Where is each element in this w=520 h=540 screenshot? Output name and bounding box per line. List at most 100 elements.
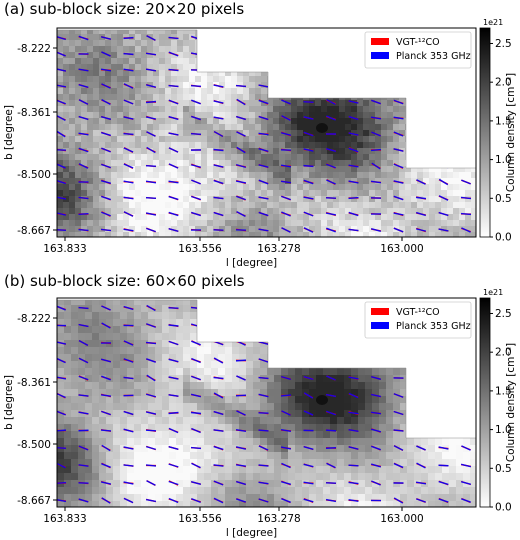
planck-vector <box>57 429 67 432</box>
planck-vector <box>348 411 359 415</box>
planck-vector <box>146 480 156 486</box>
planck-vector <box>57 410 66 416</box>
planck-vector <box>101 163 111 169</box>
planck-vector <box>123 180 134 184</box>
panel-a-title: (a) sub-block size: 20×20 pixels <box>4 0 245 18</box>
planck-vector <box>393 131 404 137</box>
planck-vector <box>281 195 291 201</box>
colorbar-tick-label: 2.0 <box>495 77 512 89</box>
planck-vector <box>78 357 89 364</box>
planck-vector <box>303 227 314 233</box>
planck-vector <box>438 498 449 503</box>
planck-vector <box>393 393 404 398</box>
planck-vector <box>57 35 66 41</box>
planck-vector <box>438 480 449 486</box>
planck-vector <box>213 148 224 152</box>
planck-vector <box>123 52 134 56</box>
planck-vector <box>393 180 404 184</box>
planck-vector <box>325 393 337 398</box>
planck-vector <box>213 179 224 185</box>
planck-vector <box>123 36 134 40</box>
planck-vector <box>123 410 134 416</box>
planck-vector <box>191 179 201 185</box>
planck-vector <box>236 163 246 169</box>
planck-vector <box>258 148 269 152</box>
planck-vector <box>370 428 382 433</box>
planck-vector <box>281 115 291 121</box>
planck-vector <box>123 376 134 380</box>
planck-vector <box>191 462 201 469</box>
planck-vector <box>303 131 314 137</box>
planck-vector <box>101 410 111 416</box>
planck-vector <box>303 116 314 120</box>
planck-vector <box>393 497 404 504</box>
legend: VGT-¹²CO Planck 353 GHz <box>364 301 472 339</box>
planck-vector <box>348 196 359 200</box>
planck-vector <box>57 114 66 122</box>
planck-vector <box>78 394 89 397</box>
planck-vector <box>393 99 404 105</box>
planck-vector <box>213 497 224 504</box>
planck-vector <box>168 394 179 397</box>
colorbar-label: Column density [cm⁻²] <box>505 343 517 462</box>
planck-vector <box>303 392 314 399</box>
planck-vector <box>416 179 426 185</box>
x-tick-label: 163.556 <box>178 513 222 525</box>
planck-vector <box>213 130 224 138</box>
planck-vector <box>168 463 179 468</box>
planck-vector <box>101 211 111 217</box>
planck-vector <box>190 85 202 87</box>
planck-vector <box>191 340 201 346</box>
planck-vector <box>236 98 246 106</box>
planck-vector <box>326 410 336 416</box>
planck-vector <box>460 481 472 485</box>
planck-vector <box>235 180 247 184</box>
planck-vector <box>145 411 157 415</box>
planck-vector <box>78 323 89 328</box>
planck-vector <box>258 481 269 485</box>
planck-vector <box>258 445 269 451</box>
colorbar <box>479 27 491 238</box>
panel-a-chart: 163.833 163.556 163.278 163.000 l [degree] -8… <box>3 18 517 269</box>
planck-vector <box>146 131 156 137</box>
planck-vector <box>145 116 157 120</box>
planck-vector <box>145 393 157 398</box>
y-tick-label: -8.500 <box>17 169 51 181</box>
colorbar-tick-label: 0.5 <box>495 193 512 205</box>
planck-vector <box>145 164 157 168</box>
planck-vector <box>146 304 156 312</box>
planck-vector <box>213 429 224 432</box>
planck-vector <box>190 411 202 415</box>
planck-vector <box>78 375 89 381</box>
planck-vector <box>145 212 157 216</box>
planck-vector <box>460 212 472 216</box>
planck-vector <box>213 100 224 104</box>
planck-vector <box>100 116 112 120</box>
planck-vector <box>57 462 66 469</box>
legend-swatch <box>371 52 389 59</box>
planck-vector <box>348 180 359 184</box>
planck-vector <box>348 481 359 485</box>
planck-vector <box>213 116 224 120</box>
planck-vector <box>326 375 336 381</box>
planck-vector <box>100 358 112 363</box>
planck-vector <box>236 195 246 201</box>
colorbar-label: Column density [cm⁻²] <box>505 73 517 192</box>
dense-core <box>316 123 328 133</box>
planck-vector <box>415 481 427 485</box>
planck-vector <box>213 164 224 168</box>
planck-vector <box>146 358 156 363</box>
planck-vector <box>460 196 472 200</box>
planck-vector <box>393 116 404 120</box>
planck-vector <box>146 374 156 382</box>
planck-vector <box>393 195 404 201</box>
planck-vector <box>258 132 269 136</box>
planck-vector <box>168 163 179 169</box>
x-tick-label: 163.000 <box>380 513 423 525</box>
planck-vector <box>461 498 471 503</box>
y-tick-label: -8.222 <box>17 43 51 55</box>
planck-vector <box>326 115 336 121</box>
planck-vector <box>236 211 246 217</box>
planck-vector <box>460 463 472 468</box>
planck-vector <box>461 179 471 185</box>
